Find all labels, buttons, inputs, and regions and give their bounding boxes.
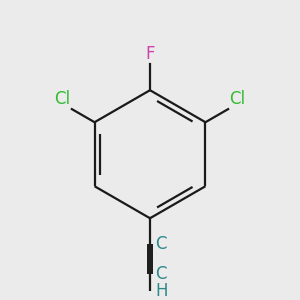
- Text: H: H: [155, 282, 168, 300]
- Text: Cl: Cl: [230, 90, 246, 108]
- Text: F: F: [145, 45, 155, 63]
- Text: C: C: [155, 265, 167, 283]
- Text: C: C: [155, 236, 167, 253]
- Text: Cl: Cl: [54, 90, 70, 108]
